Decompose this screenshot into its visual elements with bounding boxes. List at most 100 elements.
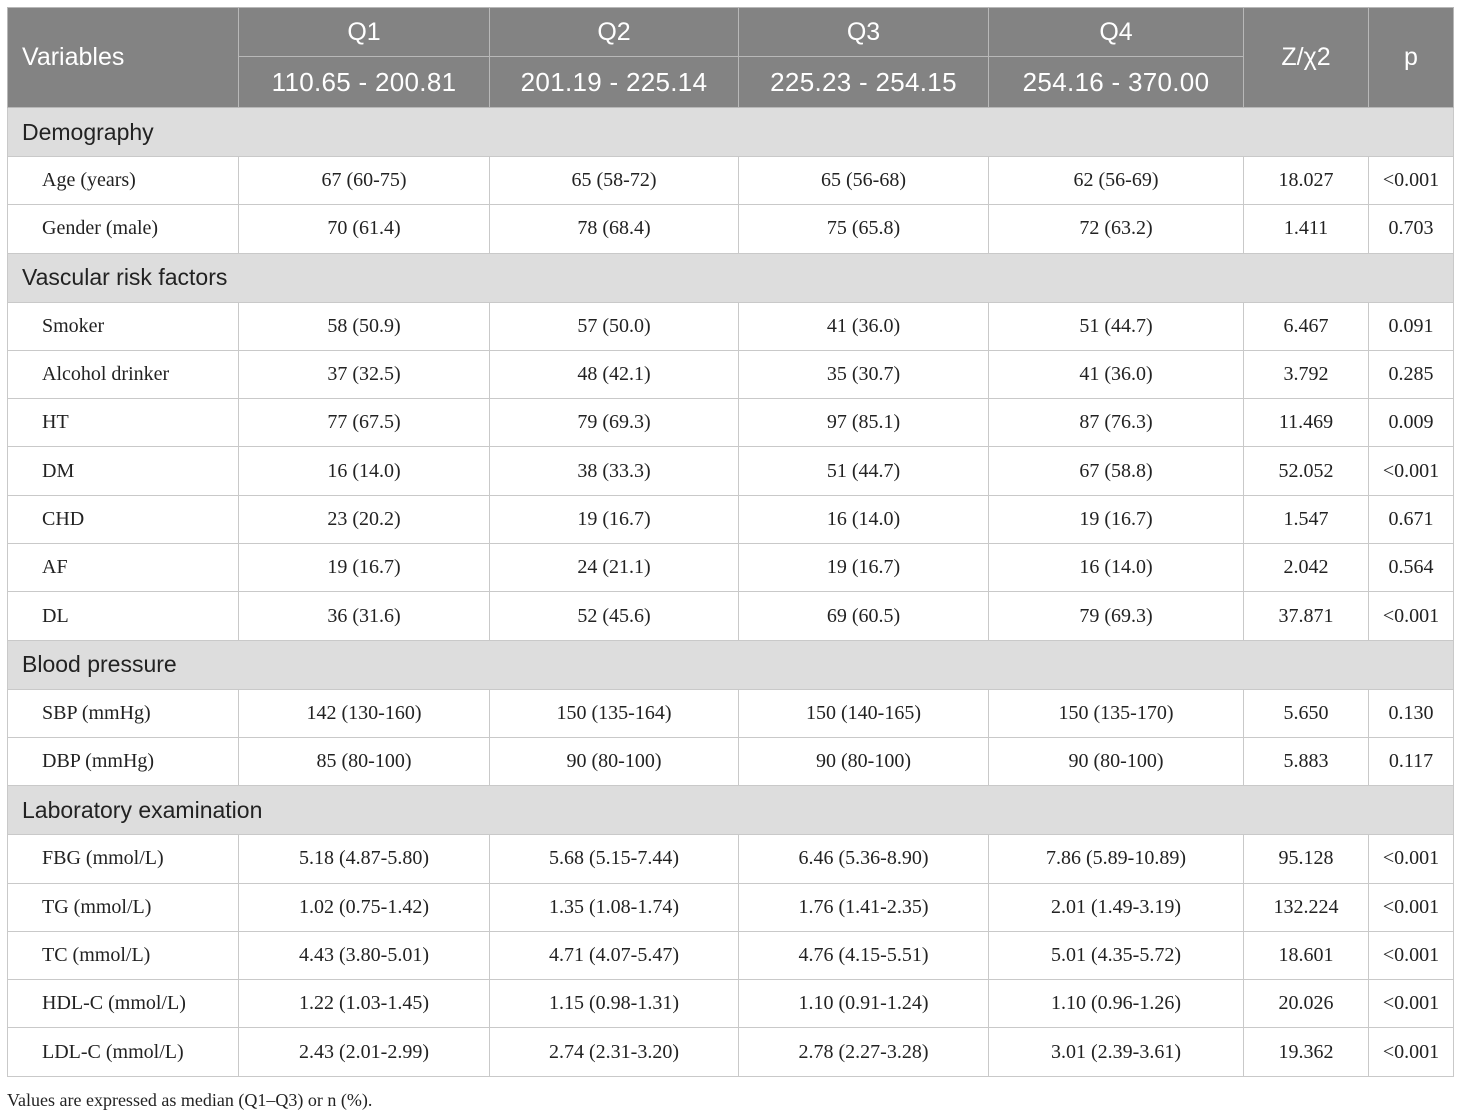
cell-q2: 79 (69.3)	[489, 398, 739, 448]
cell-q1: 36 (31.6)	[238, 591, 490, 641]
row-label: HT	[7, 398, 239, 448]
cell-q4: 79 (69.3)	[988, 591, 1244, 641]
cell-q3: 6.46 (5.36-8.90)	[738, 834, 989, 884]
cell-q4: 51 (44.7)	[988, 301, 1244, 351]
cell-p: 0.703	[1368, 204, 1454, 254]
cell-q1: 70 (61.4)	[238, 204, 490, 254]
cell-q1: 5.18 (4.87-5.80)	[238, 834, 490, 884]
cell-q4: 2.01 (1.49-3.19)	[988, 882, 1244, 932]
table-row: Alcohol drinker 37 (32.5) 48 (42.1) 35 (30.…	[7, 349, 1454, 400]
row-label: Gender (male)	[7, 204, 239, 254]
header-p-value: p	[1368, 7, 1454, 108]
cell-q3: 4.76 (4.15-5.51)	[738, 930, 989, 981]
cell-q4: 87 (76.3)	[988, 398, 1244, 448]
cell-q2: 24 (21.1)	[489, 543, 739, 593]
section-row: Vascular risk factors	[7, 252, 1454, 303]
section-row: Blood pressure	[7, 639, 1454, 690]
cell-q3: 35 (30.7)	[738, 349, 989, 400]
header-q1: Q1	[238, 7, 490, 57]
cell-q1: 19 (16.7)	[238, 543, 490, 593]
table-row: DL 36 (31.6) 52 (45.6) 69 (60.5) 79 (69.3) 37…	[7, 591, 1454, 641]
cell-q2: 19 (16.7)	[489, 494, 739, 545]
cell-stat: 1.411	[1243, 204, 1369, 254]
section-title: Vascular risk factors	[7, 252, 1454, 303]
table-row: AF 19 (16.7) 24 (21.1) 19 (16.7) 16 (14.0) 2.…	[7, 543, 1454, 593]
cell-stat: 18.601	[1243, 930, 1369, 981]
cell-p: <0.001	[1368, 446, 1454, 496]
cell-stat: 5.883	[1243, 736, 1369, 787]
table-row: DBP (mmHg) 85 (80-100) 90 (80-100) 90 (80-1…	[7, 736, 1454, 787]
cell-q1: 4.43 (3.80-5.01)	[238, 930, 490, 981]
header-q3: Q3	[738, 7, 989, 57]
row-label: SBP (mmHg)	[7, 688, 239, 738]
cell-p: 0.091	[1368, 301, 1454, 351]
cell-stat: 37.871	[1243, 591, 1369, 641]
row-label: Age (years)	[7, 155, 239, 206]
cell-stat: 95.128	[1243, 834, 1369, 884]
cell-p: <0.001	[1368, 1027, 1454, 1077]
row-label: DBP (mmHg)	[7, 736, 239, 787]
cell-p: <0.001	[1368, 882, 1454, 932]
header-q2-range: 201.19 - 225.14	[489, 56, 739, 108]
cell-q3: 150 (140-165)	[738, 688, 989, 738]
table-row: Smoker 58 (50.9) 57 (50.0) 41 (36.0) 51 (44.…	[7, 301, 1454, 351]
cell-p: 0.564	[1368, 543, 1454, 593]
cell-stat: 11.469	[1243, 398, 1369, 448]
cell-p: <0.001	[1368, 979, 1454, 1029]
table-header: Variables Q1 Q2 Q3 Q4 Z/χ2 p 110.65 - 20…	[7, 7, 1454, 108]
cell-p: 0.285	[1368, 349, 1454, 400]
cell-q2: 57 (50.0)	[489, 301, 739, 351]
cell-p: <0.001	[1368, 834, 1454, 884]
header-q4-range: 254.16 - 370.00	[988, 56, 1244, 108]
table-row: HT 77 (67.5) 79 (69.3) 97 (85.1) 87 (76.3) 11…	[7, 398, 1454, 448]
row-label: DL	[7, 591, 239, 641]
row-label: FBG (mmol/L)	[7, 834, 239, 884]
cell-q4: 19 (16.7)	[988, 494, 1244, 545]
cell-q4: 7.86 (5.89-10.89)	[988, 834, 1244, 884]
cell-q4: 1.10 (0.96-1.26)	[988, 979, 1244, 1029]
cell-q3: 90 (80-100)	[738, 736, 989, 787]
section-title: Demography	[7, 107, 1454, 157]
cell-q2: 1.15 (0.98-1.31)	[489, 979, 739, 1029]
table-row: FBG (mmol/L) 5.18 (4.87-5.80) 5.68 (5.15-7…	[7, 834, 1454, 884]
cell-q3: 69 (60.5)	[738, 591, 989, 641]
cell-q1: 2.43 (2.01-2.99)	[238, 1027, 490, 1077]
cell-q3: 16 (14.0)	[738, 494, 989, 545]
cell-q1: 37 (32.5)	[238, 349, 490, 400]
cell-q3: 97 (85.1)	[738, 398, 989, 448]
row-label: CHD	[7, 494, 239, 545]
table-row: HDL-C (mmol/L) 1.22 (1.03-1.45) 1.15 (0.98…	[7, 979, 1454, 1029]
cell-q2: 65 (58-72)	[489, 155, 739, 206]
row-label: AF	[7, 543, 239, 593]
cell-q4: 67 (58.8)	[988, 446, 1244, 496]
section-row: Demography	[7, 107, 1454, 157]
section-title: Laboratory examination	[7, 785, 1454, 836]
cell-stat: 3.792	[1243, 349, 1369, 400]
section-title: Blood pressure	[7, 639, 1454, 690]
row-label: TG (mmol/L)	[7, 882, 239, 932]
table-footnote: Values are expressed as median (Q1–Q3) o…	[7, 1090, 373, 1110]
cell-stat: 20.026	[1243, 979, 1369, 1029]
cell-q2: 5.68 (5.15-7.44)	[489, 834, 739, 884]
cell-q4: 90 (80-100)	[988, 736, 1244, 787]
cell-q2: 48 (42.1)	[489, 349, 739, 400]
cell-q2: 78 (68.4)	[489, 204, 739, 254]
cell-q1: 23 (20.2)	[238, 494, 490, 545]
header-q1-range: 110.65 - 200.81	[238, 56, 490, 108]
cell-stat: 1.547	[1243, 494, 1369, 545]
cell-q1: 58 (50.9)	[238, 301, 490, 351]
row-label: DM	[7, 446, 239, 496]
cell-q2: 2.74 (2.31-3.20)	[489, 1027, 739, 1077]
cell-p: <0.001	[1368, 591, 1454, 641]
cell-stat: 5.650	[1243, 688, 1369, 738]
cell-q2: 4.71 (4.07-5.47)	[489, 930, 739, 981]
cell-p: 0.671	[1368, 494, 1454, 545]
cell-q1: 1.22 (1.03-1.45)	[238, 979, 490, 1029]
cell-stat: 6.467	[1243, 301, 1369, 351]
table-row: CHD 23 (20.2) 19 (16.7) 16 (14.0) 19 (16.7) 1…	[7, 494, 1454, 545]
table-row: Gender (male) 70 (61.4) 78 (68.4) 75 (65.8)…	[7, 204, 1454, 254]
cell-q3: 41 (36.0)	[738, 301, 989, 351]
table-body: Demography Age (years) 67 (60-75) 65 (58-72…	[7, 107, 1454, 1077]
section-row: Laboratory examination	[7, 785, 1454, 836]
cell-q2: 1.35 (1.08-1.74)	[489, 882, 739, 932]
